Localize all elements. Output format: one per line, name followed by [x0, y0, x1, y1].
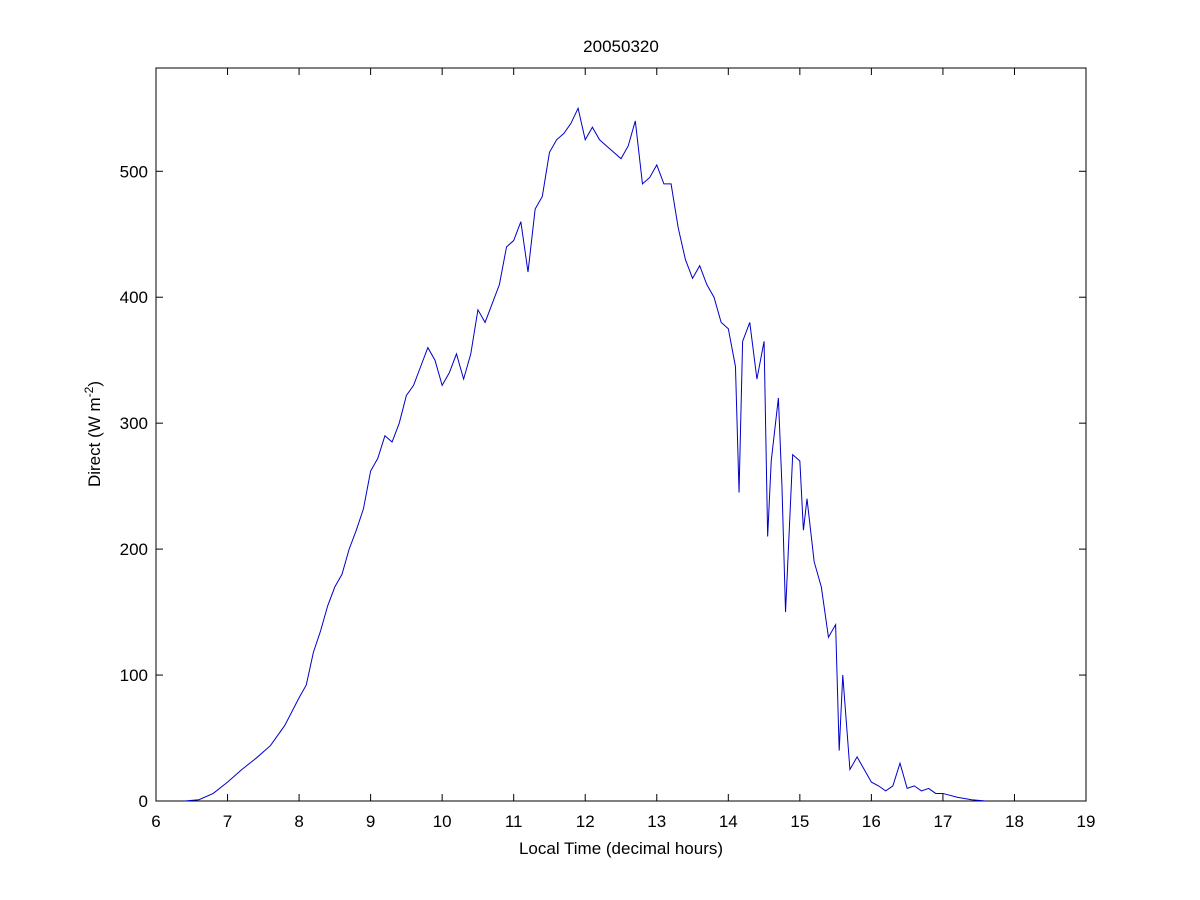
x-tick-label: 13 — [647, 812, 666, 831]
data-line — [184, 106, 986, 802]
x-tick-label: 19 — [1077, 812, 1096, 831]
y-label-sup: -2 — [82, 386, 96, 397]
x-tick-label: 11 — [505, 812, 523, 831]
y-tick-label: 200 — [120, 540, 148, 559]
y-tick-label: 300 — [120, 414, 148, 433]
chart-title: 20050320 — [583, 37, 659, 56]
x-tick-label: 6 — [151, 812, 160, 831]
x-tick-label: 8 — [294, 812, 303, 831]
y-axis-label: Direct (W m-2) — [82, 381, 104, 487]
x-tick-label: 9 — [366, 812, 375, 831]
y-tick-label: 100 — [120, 666, 148, 685]
x-tick-label: 17 — [933, 812, 952, 831]
x-tick-label: 12 — [576, 812, 595, 831]
y-tick-label: 0 — [139, 792, 148, 811]
x-tick-label: 18 — [1005, 812, 1024, 831]
y-tick-label: 500 — [120, 162, 148, 181]
x-axis-label: Local Time (decimal hours) — [519, 839, 723, 858]
x-tick-label: 14 — [719, 812, 738, 831]
y-label-text: Direct (W m — [85, 397, 104, 487]
x-tick-label: 10 — [433, 812, 452, 831]
x-tick-label: 15 — [790, 812, 809, 831]
x-tick-label: 16 — [862, 812, 881, 831]
y-tick-label: 400 — [120, 288, 148, 307]
plot-box — [155, 67, 1087, 802]
y-label-tail: ) — [85, 381, 104, 387]
x-tick-label: 7 — [223, 812, 232, 831]
